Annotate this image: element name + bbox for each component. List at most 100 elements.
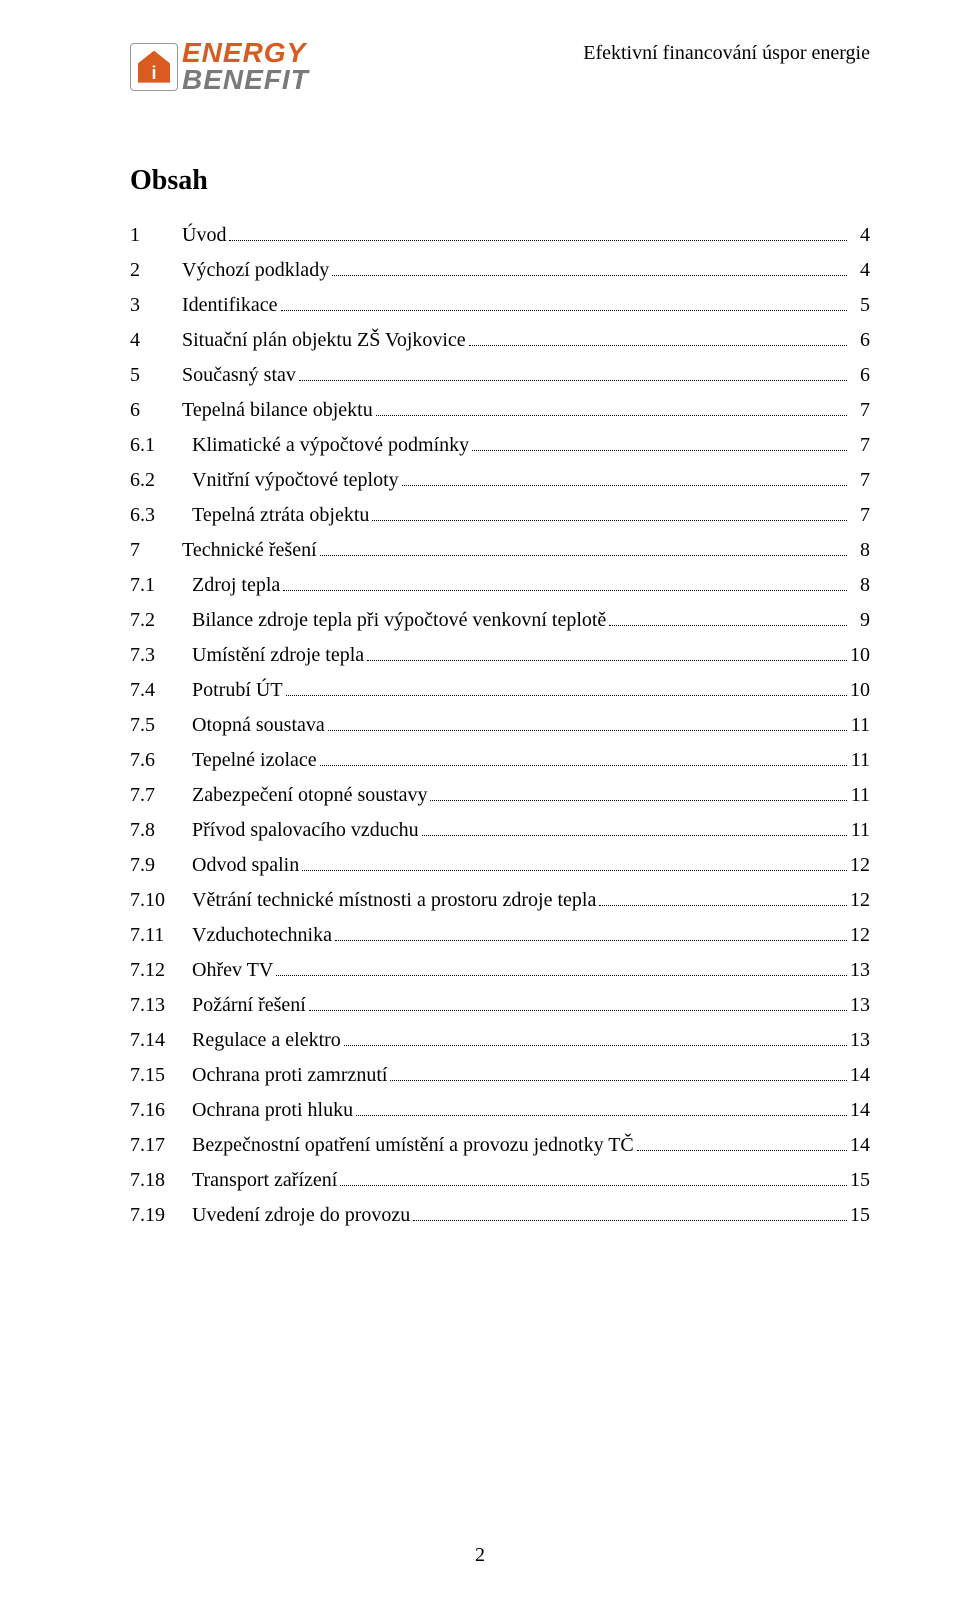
toc-label: Otopná soustava	[192, 715, 325, 735]
toc-number: 7.14	[130, 1030, 192, 1050]
toc-label: Bezpečnostní opatření umístění a provozu…	[192, 1135, 634, 1155]
toc-row: 6.1Klimatické a výpočtové podmínky7	[130, 435, 870, 455]
toc-leader	[302, 858, 847, 871]
toc-row: 7.3Umístění zdroje tepla10	[130, 645, 870, 665]
logo-line1: ENERGY	[182, 40, 309, 67]
toc-page: 14	[850, 1135, 870, 1155]
page-header: ENERGY BENEFIT Efektivní financování úsp…	[130, 40, 870, 93]
toc-number: 7.11	[130, 925, 192, 945]
toc-leader	[340, 1173, 847, 1186]
toc-page: 10	[850, 680, 870, 700]
toc-number: 7.12	[130, 960, 192, 980]
toc-row: 6Tepelná bilance objektu 7	[130, 400, 870, 420]
toc-label: Ochrana proti zamrznutí	[192, 1065, 387, 1085]
toc-label: Požární řešení	[192, 995, 306, 1015]
toc-row: 7.2Bilance zdroje tepla při výpočtové ve…	[130, 610, 870, 630]
toc-leader	[286, 683, 847, 696]
toc-number: 7.4	[130, 680, 192, 700]
toc-number: 7	[130, 540, 182, 560]
toc-leader	[332, 263, 847, 276]
toc-label: Vnitřní výpočtové teploty	[192, 470, 399, 490]
toc-leader	[430, 788, 847, 801]
toc-label: Ohřev TV	[192, 960, 273, 980]
toc-number: 6.3	[130, 505, 192, 525]
toc-leader	[335, 928, 847, 941]
toc-page: 8	[850, 575, 870, 595]
toc-number: 7.1	[130, 575, 192, 595]
toc-leader	[281, 298, 848, 311]
toc-leader	[328, 718, 847, 731]
toc-row: 4Situační plán objektu ZŠ Vojkovice6	[130, 330, 870, 350]
toc-leader	[637, 1138, 847, 1151]
toc-number: 7.15	[130, 1065, 192, 1085]
toc-row: 7.8Přívod spalovacího vzduchu11	[130, 820, 870, 840]
toc-label: Situační plán objektu ZŠ Vojkovice	[182, 330, 466, 350]
toc-label: Tepelná bilance objektu	[182, 400, 373, 420]
toc-row: 7.5Otopná soustava 11	[130, 715, 870, 735]
toc-label: Tepelné izolace	[192, 750, 317, 770]
toc-page: 14	[850, 1100, 870, 1120]
toc-number: 3	[130, 295, 182, 315]
toc-leader	[472, 438, 847, 451]
toc-label: Zdroj tepla	[192, 575, 280, 595]
toc-page: 13	[850, 995, 870, 1015]
toc-leader	[299, 368, 847, 381]
toc-label: Potrubí ÚT	[192, 680, 283, 700]
toc-page: 15	[850, 1170, 870, 1190]
toc-number: 5	[130, 365, 182, 385]
toc-number: 6.1	[130, 435, 192, 455]
page-number: 2	[475, 1544, 485, 1567]
toc-page: 7	[850, 505, 870, 525]
toc-row: 7.10Větrání technické místnosti a prosto…	[130, 890, 870, 910]
toc-leader	[413, 1208, 847, 1221]
logo-line2: BENEFIT	[182, 67, 309, 94]
toc-leader	[344, 1033, 847, 1046]
table-of-contents: 1Úvod42Výchozí podklady43Identifikace54S…	[130, 225, 870, 1225]
toc-leader	[376, 403, 847, 416]
toc-page: 9	[850, 610, 870, 630]
toc-row: 7.9Odvod spalin12	[130, 855, 870, 875]
toc-page: 11	[850, 715, 870, 735]
toc-number: 1	[130, 225, 182, 245]
toc-number: 7.7	[130, 785, 192, 805]
toc-page: 7	[850, 400, 870, 420]
toc-leader	[599, 893, 847, 906]
toc-row: 7.14Regulace a elektro13	[130, 1030, 870, 1050]
logo-text: ENERGY BENEFIT	[182, 40, 309, 93]
toc-number: 7.17	[130, 1135, 192, 1155]
toc-page: 6	[850, 330, 870, 350]
toc-leader	[229, 228, 847, 241]
toc-row: 7.16Ochrana proti hluku14	[130, 1100, 870, 1120]
toc-number: 6.2	[130, 470, 192, 490]
toc-number: 7.5	[130, 715, 192, 735]
toc-row: 6.2Vnitřní výpočtové teploty7	[130, 470, 870, 490]
toc-row: 7.18Transport zařízení15	[130, 1170, 870, 1190]
toc-label: Úvod	[182, 225, 226, 245]
toc-number: 6	[130, 400, 182, 420]
toc-page: 11	[850, 750, 870, 770]
toc-page: 15	[850, 1205, 870, 1225]
toc-row: 7.19Uvedení zdroje do provozu15	[130, 1205, 870, 1225]
toc-row: 5Současný stav6	[130, 365, 870, 385]
toc-label: Uvedení zdroje do provozu	[192, 1205, 410, 1225]
toc-leader	[283, 578, 847, 591]
toc-label: Přívod spalovacího vzduchu	[192, 820, 419, 840]
toc-leader	[422, 823, 847, 836]
toc-label: Odvod spalin	[192, 855, 299, 875]
toc-label: Identifikace	[182, 295, 278, 315]
toc-row: 7.4Potrubí ÚT 10	[130, 680, 870, 700]
toc-row: 7.12Ohřev TV13	[130, 960, 870, 980]
toc-page: 12	[850, 925, 870, 945]
toc-number: 7.8	[130, 820, 192, 840]
toc-label: Zabezpečení otopné soustavy	[192, 785, 427, 805]
toc-leader	[320, 543, 847, 556]
toc-label: Umístění zdroje tepla	[192, 645, 364, 665]
toc-row: 1Úvod4	[130, 225, 870, 245]
toc-number: 7.6	[130, 750, 192, 770]
toc-page: 12	[850, 855, 870, 875]
toc-leader	[276, 963, 847, 976]
house-icon	[138, 51, 170, 83]
toc-row: 6.3Tepelná ztráta objektu7	[130, 505, 870, 525]
toc-label: Bilance zdroje tepla při výpočtové venko…	[192, 610, 606, 630]
document-title: Efektivní financování úspor energie	[583, 40, 870, 65]
